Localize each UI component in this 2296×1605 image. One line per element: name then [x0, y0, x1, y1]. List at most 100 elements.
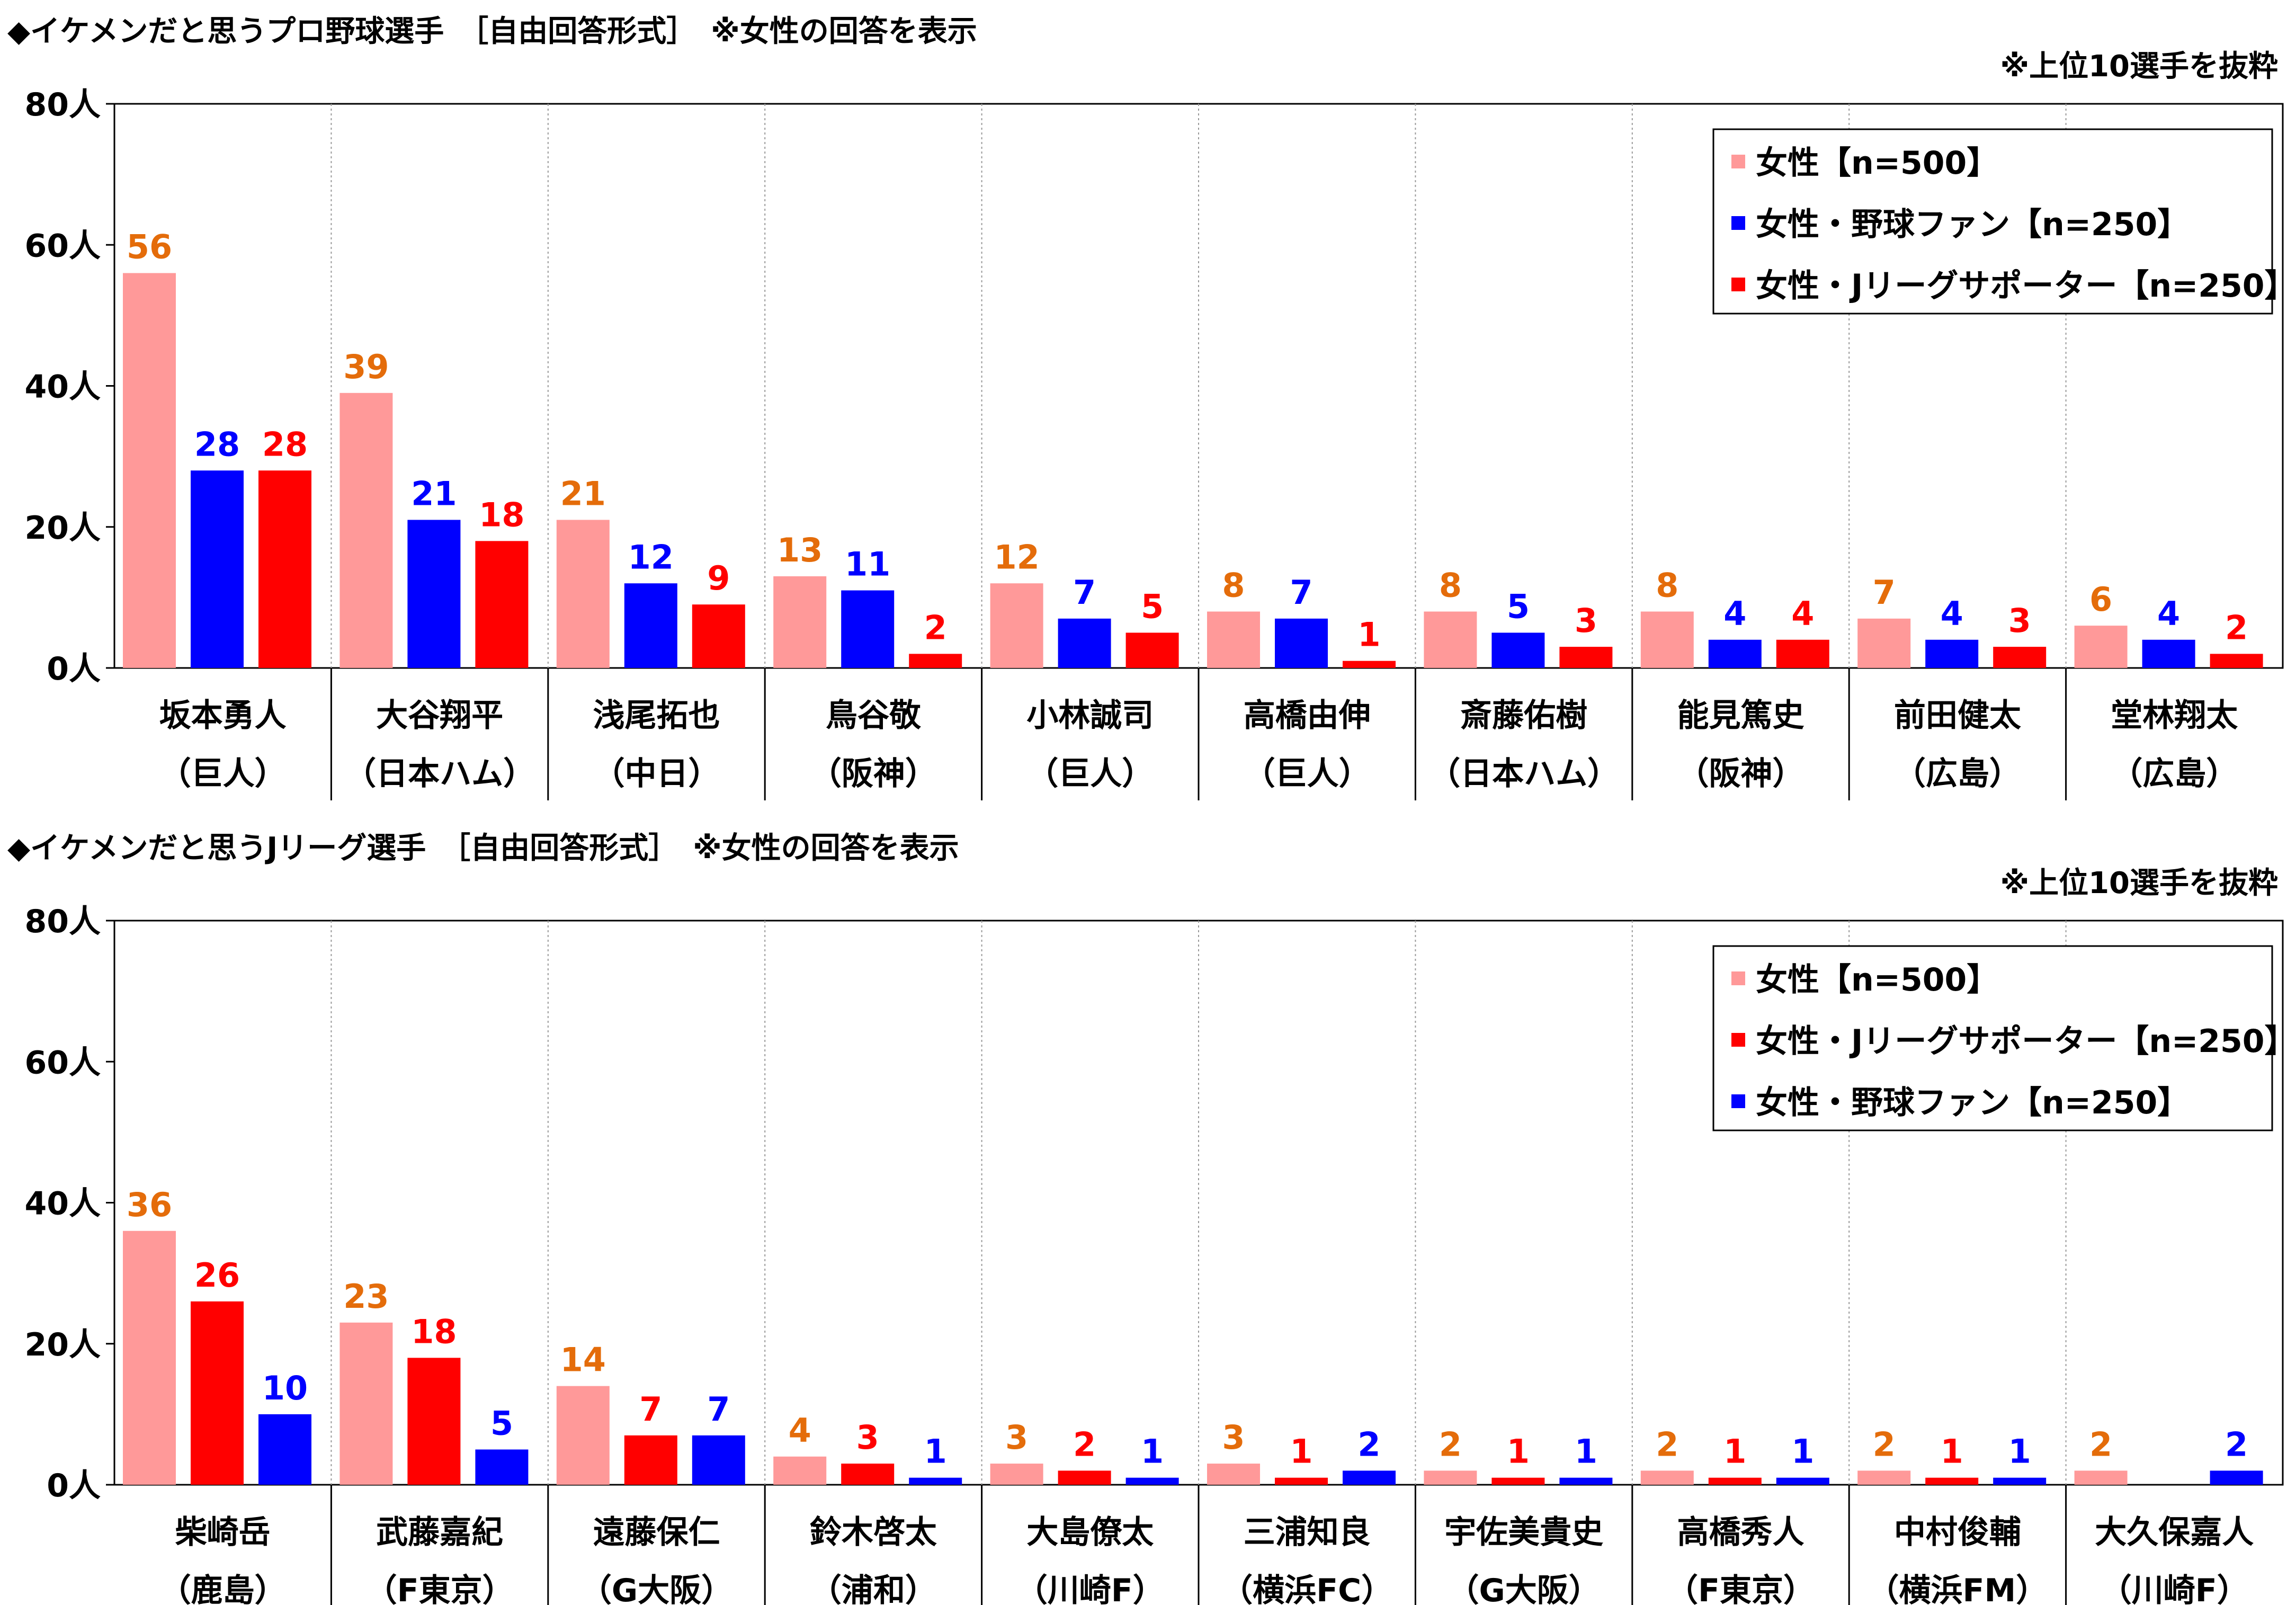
- category-team-label: （巨人）: [1026, 755, 1154, 792]
- data-label: 23: [343, 1277, 389, 1316]
- legend-swatch: [1731, 1094, 1745, 1108]
- bar: [1857, 618, 1911, 668]
- bar: [909, 1477, 962, 1485]
- data-label: 8: [1439, 566, 1462, 605]
- data-label: 5: [1507, 587, 1530, 626]
- bar: [841, 1464, 895, 1485]
- category-team-label: （G大阪）: [580, 1572, 733, 1605]
- y-tick-label: 40人: [25, 1185, 101, 1223]
- bar: [1491, 632, 1545, 668]
- data-label: 6: [2089, 580, 2112, 619]
- data-label: 7: [639, 1390, 662, 1429]
- data-label: 7: [1873, 573, 1896, 612]
- bar: [123, 273, 176, 668]
- data-label: 13: [777, 531, 823, 569]
- data-label: 4: [1791, 594, 1814, 633]
- bar: [1925, 1477, 1979, 1485]
- chart1-title: ◆イケメンだと思うプロ野球選手 ［自由回答形式］ ※女性の回答を表示: [7, 14, 977, 49]
- category-team-label: （巨人）: [159, 755, 287, 792]
- y-tick-label: 40人: [25, 369, 101, 406]
- bar: [2142, 639, 2195, 668]
- data-label: 18: [479, 495, 524, 534]
- legend: [1712, 945, 2273, 1131]
- category-team-label: （広島）: [1894, 755, 2021, 792]
- legend-label: 女性・野球ファン【n=250】: [1756, 1084, 2189, 1121]
- bar: [624, 1435, 677, 1485]
- bar: [1424, 1470, 1477, 1485]
- data-label: 28: [194, 425, 240, 463]
- data-label: 36: [127, 1185, 172, 1224]
- bar: [773, 1456, 827, 1485]
- data-label: 1: [1941, 1432, 1963, 1471]
- data-label: 2: [2225, 1425, 2248, 1464]
- category-label: 武藤嘉紀: [376, 1514, 503, 1551]
- data-label: 3: [1222, 1418, 1245, 1457]
- data-label: 26: [194, 1256, 240, 1295]
- category-label: 前田健太: [1894, 697, 2021, 734]
- data-label: 21: [560, 474, 606, 513]
- bar: [2210, 654, 2263, 668]
- bar: [692, 1435, 745, 1485]
- y-tick-label: 0人: [47, 650, 101, 688]
- data-label: 4: [1723, 594, 1746, 633]
- chart2-bar-chart: 0人20人40人60人80人362610柴崎岳（鹿島）23185武藤嘉紀（F東京…: [25, 903, 2296, 1605]
- bar: [556, 520, 610, 668]
- y-tick-label: 20人: [25, 510, 101, 547]
- data-label: 1: [1357, 616, 1380, 654]
- category-label: 大谷翔平: [376, 697, 503, 734]
- category-label: 大島僚太: [1026, 1514, 1154, 1551]
- bar: [1207, 1464, 1260, 1485]
- data-label: 1: [1507, 1432, 1530, 1471]
- bar: [1343, 661, 1396, 668]
- category-team-label: （横浜FC）: [1221, 1572, 1393, 1605]
- category-team-label: （日本ハム）: [344, 755, 535, 792]
- bar: [1275, 618, 1328, 668]
- bar: [990, 1464, 1043, 1485]
- data-label: 1: [1723, 1432, 1746, 1471]
- legend-label: 女性・Jリーグサポーター【n=250】: [1756, 1023, 2296, 1060]
- data-label: 18: [411, 1312, 457, 1351]
- bar: [1640, 611, 1694, 668]
- category-label: 堂林翔太: [2111, 697, 2238, 734]
- bar: [258, 470, 311, 668]
- data-label: 1: [1290, 1432, 1312, 1471]
- data-label: 5: [1141, 587, 1164, 626]
- bar: [773, 576, 827, 668]
- data-label: 8: [1222, 566, 1245, 605]
- bar: [1207, 611, 1260, 668]
- data-label: 2: [1873, 1425, 1896, 1464]
- bar: [1776, 1477, 1829, 1485]
- category-team-label: （広島）: [2111, 755, 2238, 792]
- bar: [407, 1358, 461, 1485]
- y-tick-label: 20人: [25, 1326, 101, 1363]
- bar: [340, 393, 393, 668]
- bar: [123, 1230, 176, 1485]
- chart1-note: ※上位10選手を抜粋: [2000, 49, 2278, 84]
- bar: [1993, 1477, 2047, 1485]
- y-tick-label: 0人: [47, 1467, 101, 1504]
- legend-swatch: [1731, 216, 1745, 230]
- data-label: 2: [1073, 1425, 1096, 1464]
- legend-swatch: [1731, 278, 1745, 291]
- bar: [990, 583, 1043, 668]
- category-label: 大久保嘉人: [2095, 1514, 2254, 1551]
- data-label: 1: [1575, 1432, 1597, 1471]
- bar: [1343, 1470, 1396, 1485]
- bar: [1925, 639, 1979, 668]
- bar: [2210, 1470, 2263, 1485]
- category-team-label: （川崎F）: [1016, 1572, 1165, 1605]
- data-label: 1: [1791, 1432, 1814, 1471]
- category-team-label: （浦和）: [810, 1572, 937, 1605]
- category-label: 三浦知良: [1244, 1514, 1371, 1551]
- category-team-label: （F東京）: [365, 1572, 514, 1605]
- legend-swatch: [1731, 1033, 1745, 1047]
- data-label: 1: [1141, 1432, 1164, 1471]
- bar: [258, 1414, 311, 1485]
- data-label: 4: [1941, 594, 1963, 633]
- legend: [1712, 128, 2273, 315]
- bar: [1559, 1477, 1613, 1485]
- data-label: 7: [707, 1390, 730, 1429]
- data-label: 8: [1656, 566, 1678, 605]
- bar: [340, 1322, 393, 1485]
